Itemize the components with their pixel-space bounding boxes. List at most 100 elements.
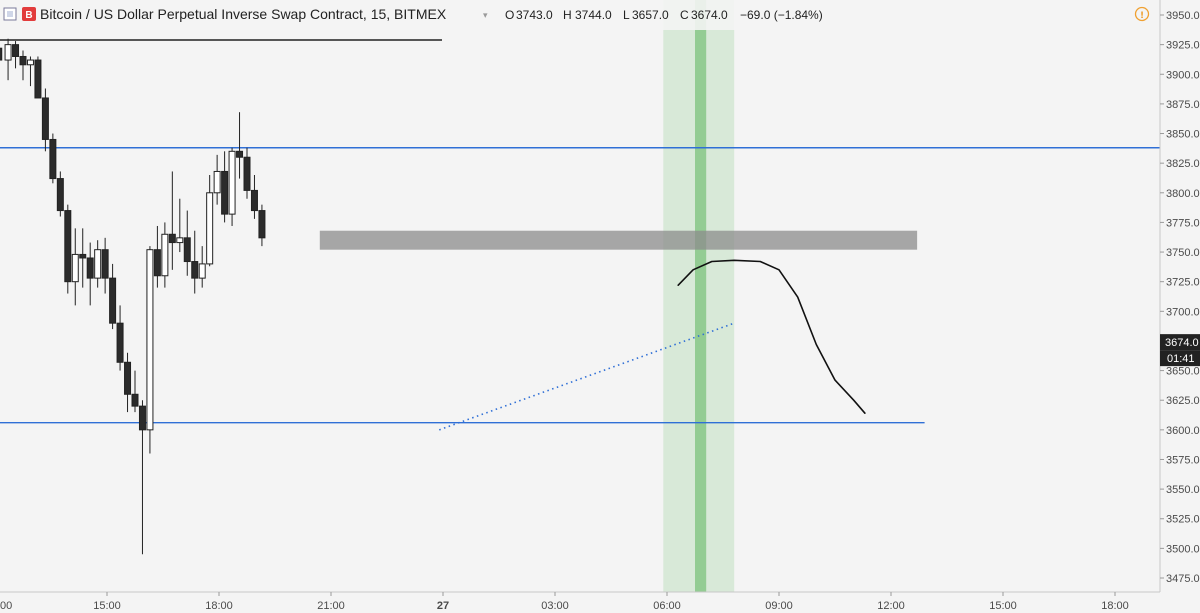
candle[interactable] (221, 151, 229, 223)
candle[interactable] (206, 175, 214, 267)
candle[interactable] (101, 237, 109, 294)
candle[interactable] (146, 246, 154, 454)
candle-body (236, 150, 244, 158)
time-tick-label: 00 (0, 600, 12, 612)
candle[interactable] (153, 225, 161, 288)
bar-countdown-value: 01:41 (1167, 353, 1195, 365)
price-tick-label: 3550.0 (1166, 484, 1200, 496)
price-tick-label: 3650.0 (1166, 366, 1200, 378)
candle[interactable] (236, 112, 244, 179)
candle-body (250, 189, 258, 212)
candle[interactable] (168, 171, 176, 270)
candle-body (176, 237, 184, 244)
ohlc-low-label: L (623, 8, 630, 22)
candle[interactable] (131, 370, 139, 413)
candle[interactable] (26, 56, 34, 87)
candle[interactable] (198, 246, 206, 288)
time-tick-label: 15:00 (93, 600, 121, 612)
candle[interactable] (213, 154, 221, 205)
candle[interactable] (138, 400, 146, 555)
ascending-dotted-trendline[interactable] (438, 322, 735, 431)
price-tick-label: 3850.0 (1166, 129, 1200, 141)
current-price-tag[interactable] (1160, 334, 1200, 351)
candle[interactable] (86, 242, 94, 306)
candle[interactable] (19, 50, 27, 81)
candle-body (168, 233, 176, 244)
candle[interactable] (0, 41, 3, 74)
price-tick-label: 3725.0 (1166, 277, 1200, 289)
candle-body (79, 253, 87, 259)
price-tick-label: 3475.0 (1166, 573, 1200, 585)
candle[interactable] (124, 352, 132, 413)
bitmex-logo-icon (22, 7, 36, 21)
candle[interactable] (176, 198, 184, 253)
candle[interactable] (191, 230, 199, 294)
candle-body (34, 59, 42, 99)
price-tick-label: 3925.0 (1166, 40, 1200, 52)
candle[interactable] (12, 41, 20, 69)
forecast-curve-drawing[interactable] (677, 259, 866, 414)
candle-body (124, 361, 132, 395)
time-tick-label: 06:00 (653, 600, 681, 612)
candle-body (243, 156, 251, 191)
candle-body (258, 210, 266, 239)
candle-body (94, 249, 102, 279)
price-tick-label: 3800.0 (1166, 188, 1200, 200)
candle-body (71, 253, 79, 283)
price-tick-label: 3625.0 (1166, 395, 1200, 407)
price-tick-label: 3750.0 (1166, 247, 1200, 259)
ohlc-high-value: 3744.0 (575, 8, 612, 22)
candle-body (131, 393, 139, 407)
time-tick-label: 21:00 (317, 600, 345, 612)
ohlc-close-label: C (680, 8, 689, 22)
price-tick-label: 3900.0 (1166, 69, 1200, 81)
symbol-compare-icon-inner (7, 11, 13, 17)
candle-body (146, 249, 154, 431)
ohlc-close-value: 3674.0 (691, 8, 728, 22)
ohlc-readout: O 3743.0 H 3744.0 L 3657.0 C 3674.0 −69.… (505, 8, 823, 22)
candle[interactable] (161, 222, 169, 288)
candle-body (56, 178, 64, 212)
candle-body (221, 170, 229, 215)
candle[interactable] (41, 88, 49, 152)
bitmex-logo-glyph: B (25, 10, 32, 21)
price-tick-label: 3525.0 (1166, 514, 1200, 526)
price-tick-label: 3500.0 (1166, 543, 1200, 555)
candle[interactable] (94, 240, 102, 288)
candle[interactable] (56, 171, 64, 217)
candle-body (116, 322, 124, 363)
symbol-title[interactable]: Bitcoin / US Dollar Perpetual Inverse Sw… (40, 6, 447, 22)
candle[interactable] (258, 204, 266, 247)
candle[interactable] (116, 305, 124, 371)
highlight-band-dark[interactable] (695, 0, 707, 592)
candle[interactable] (109, 263, 117, 330)
candle-body (64, 210, 72, 283)
candle[interactable] (34, 56, 42, 99)
chevron-down-icon[interactable]: ▾ (483, 11, 488, 21)
svg-text:!: ! (1140, 11, 1144, 21)
candle-body (138, 405, 146, 431)
candle[interactable] (79, 228, 87, 288)
candle[interactable] (64, 204, 72, 294)
candle[interactable] (71, 228, 79, 306)
time-tick-label: 03:00 (541, 600, 569, 612)
price-tick-label: 3600.0 (1166, 425, 1200, 437)
candle[interactable] (183, 210, 191, 276)
candle[interactable] (4, 38, 12, 81)
price-tick-label: 3825.0 (1166, 158, 1200, 170)
candle-body (109, 277, 117, 324)
resistance-zone-rect[interactable] (319, 230, 918, 250)
price-tick-label: 3875.0 (1166, 99, 1200, 111)
candle-body (206, 192, 214, 265)
candle-body (161, 233, 169, 277)
bar-countdown-tag (1160, 350, 1200, 367)
candle[interactable] (228, 147, 236, 226)
ohlc-change-value: −69.0 (−1.84%) (740, 8, 823, 22)
candle[interactable] (243, 147, 251, 199)
candle[interactable] (49, 133, 57, 184)
ohlc-open-value: 3743.0 (516, 8, 553, 22)
candle[interactable] (250, 175, 258, 219)
alert-icon[interactable]: ! (1134, 6, 1150, 22)
